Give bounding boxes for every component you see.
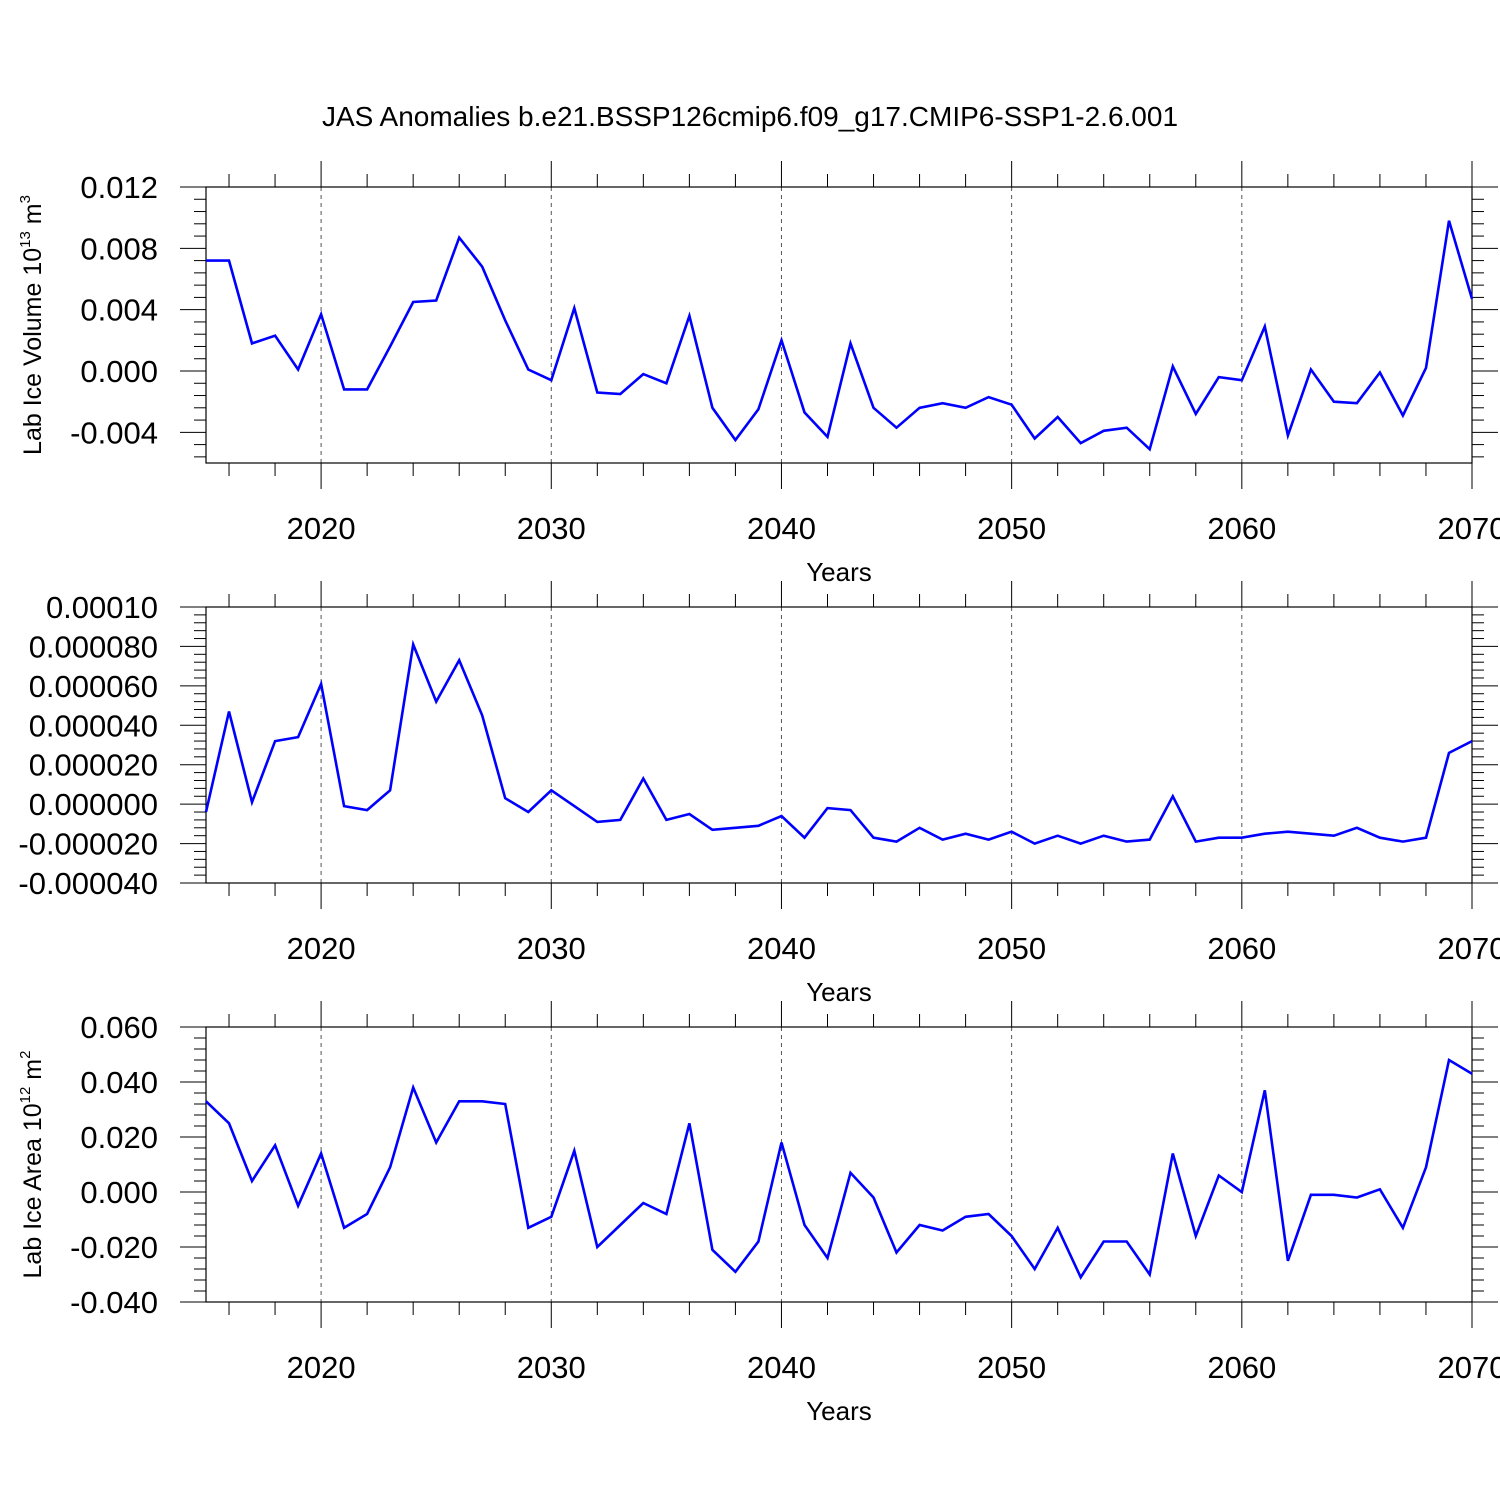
y-label-exp: 13 (17, 231, 34, 248)
x-tick-label: 2050 (977, 1350, 1046, 1385)
y-tick-label: 0.000020 (29, 748, 158, 783)
x-tick-label: 2060 (1207, 511, 1276, 546)
y-label-main: Lab Ice Volume 10 (19, 248, 47, 455)
y-tick-label: 0.008 (80, 231, 158, 266)
chart-panel-2: 2020 2030 2040 2050 2060 2070 -0.000040 -0.0000… (18, 581, 1500, 1007)
series-line (206, 220, 1474, 452)
chart-panel-1: 2020 2030 2040 2050 2060 2070 -0.004 0.000 0.004… (17, 161, 1500, 587)
y-tick-label: 0.020 (80, 1120, 158, 1155)
x-tick-label: 2050 (977, 511, 1046, 546)
x-tick-label: 2030 (517, 931, 586, 966)
y-tick-label: 0.000000 (29, 787, 158, 822)
x-tick-label: 2030 (517, 511, 586, 546)
y-label-unit-exp: 2 (17, 1051, 34, 1059)
chart-panel-3: 2020 2030 2040 2050 2060 2070 -0.040 -0.020 0.00… (17, 1001, 1500, 1426)
y-tick-label: 0.000080 (29, 629, 158, 664)
y-label-unit: m (19, 203, 47, 231)
y-tick-label: -0.000020 (18, 827, 158, 862)
y-tick-label: -0.000040 (18, 866, 158, 901)
x-axis-label: Years (806, 977, 872, 1007)
plot-frame (205, 606, 1473, 884)
plot-frame (205, 1026, 1473, 1303)
y-tick-label: 0.060 (80, 1010, 158, 1045)
x-tick-label: 2020 (287, 511, 356, 546)
y-tick-label: 0.000060 (29, 669, 158, 704)
y-tick-label: -0.040 (70, 1285, 158, 1320)
x-tick-label: 2040 (747, 931, 816, 966)
y-axis-label: Lab Ice Area 1012 m2 (17, 1051, 47, 1279)
x-tick-label: 2070 (1438, 931, 1500, 966)
x-tick-label: 2060 (1207, 931, 1276, 966)
plot-frame (205, 186, 1473, 464)
x-tick-label: 2050 (977, 931, 1046, 966)
chart-title: JAS Anomalies b.e21.BSSP126cmip6.f09_g17… (322, 101, 1178, 132)
x-tick-label: 2070 (1438, 511, 1500, 546)
y-label-exp: 12 (17, 1087, 34, 1104)
y-label-unit: m (19, 1059, 47, 1087)
y-tick-label: 0.00010 (46, 590, 158, 625)
x-tick-label: 2070 (1438, 1350, 1500, 1385)
y-tick-label: 0.040 (80, 1065, 158, 1100)
x-tick-label: 2040 (747, 511, 816, 546)
x-tick-label: 2040 (747, 1350, 816, 1385)
y-label-main: Lab Ice Area 10 (19, 1103, 47, 1278)
series-line (204, 639, 1473, 846)
y-tick-label: 0.012 (80, 170, 158, 205)
y-tick-label: -0.004 (70, 415, 158, 450)
y-label-unit-exp: 3 (17, 195, 34, 203)
y-axis-label: Lab Ice Volume 1013 m3 (17, 195, 47, 455)
y-tick-label: -0.020 (70, 1230, 158, 1265)
x-tick-label: 2030 (517, 1350, 586, 1385)
y-tick-label: 0.000040 (29, 708, 158, 743)
series-line (205, 1057, 1473, 1280)
x-axis-label: Years (806, 1396, 872, 1426)
y-tick-label: 0.004 (80, 293, 158, 328)
y-tick-label: 0.000 (80, 354, 158, 389)
x-tick-label: 2060 (1207, 1350, 1276, 1385)
x-tick-label: 2020 (287, 1350, 356, 1385)
x-tick-label: 2020 (287, 931, 356, 966)
x-axis-label: Years (806, 557, 872, 587)
y-tick-label: 0.000 (80, 1175, 158, 1210)
